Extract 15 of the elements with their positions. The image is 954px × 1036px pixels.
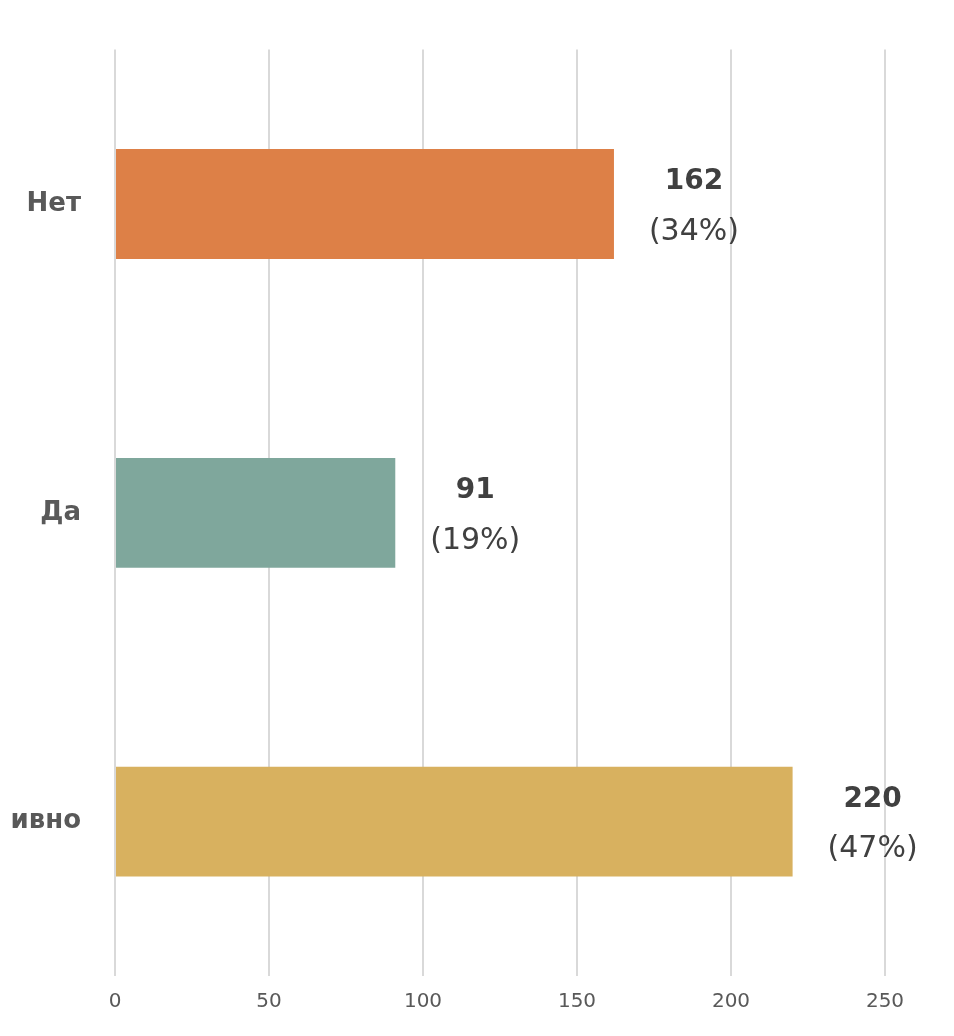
data-label: 91 (19%) xyxy=(430,472,521,556)
x-tick-label: 50 xyxy=(256,988,282,1013)
x-tick-label: 250 xyxy=(865,988,905,1013)
x-tick-label: 0 xyxy=(108,988,122,1013)
bar xyxy=(116,149,614,259)
x-tick-label: 100 xyxy=(403,988,443,1013)
y-tick-label: Да xyxy=(40,495,81,526)
x-tick-label: 200 xyxy=(711,988,751,1013)
y-tick-label: ивно xyxy=(10,804,81,835)
bar xyxy=(116,457,396,568)
data-label: 220 (47%) xyxy=(827,780,918,865)
data-label: 162 (34%) xyxy=(648,163,740,247)
x-tick-label: 150 xyxy=(557,988,597,1013)
y-tick-label: Нет xyxy=(26,186,81,217)
bar xyxy=(116,766,793,877)
